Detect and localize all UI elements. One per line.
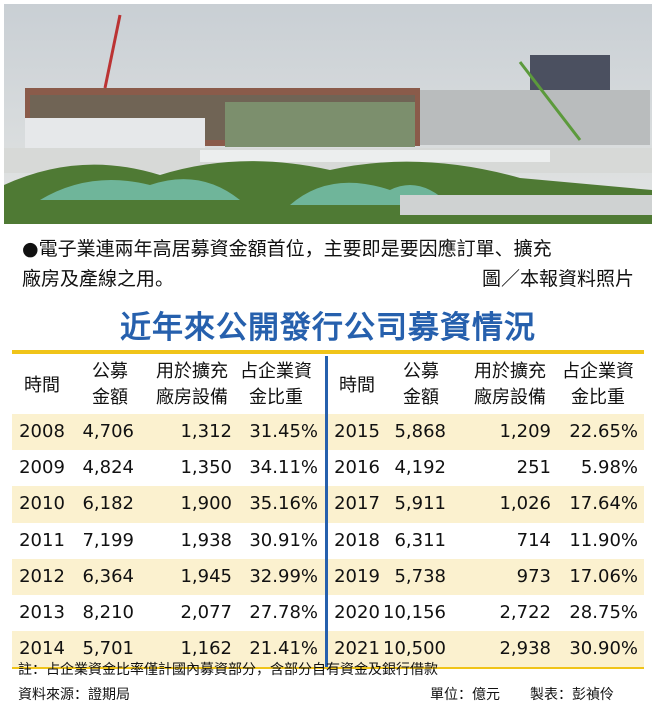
- column-header: 占企業資: [562, 361, 634, 382]
- value-cell: 6,311: [394, 529, 446, 551]
- value-cell: 1,162: [180, 638, 232, 660]
- year-cell: 2019: [334, 565, 380, 587]
- value-cell: 6,364: [82, 565, 134, 587]
- value-cell: 21.41%: [249, 638, 318, 660]
- value-cell: 5,701: [82, 638, 134, 660]
- value-cell: 2,938: [499, 638, 551, 660]
- value-cell: 5,868: [394, 421, 446, 442]
- value-cell: 1,312: [180, 421, 232, 442]
- column-header: 金比重: [249, 387, 303, 408]
- year-cell: 2013: [19, 602, 65, 623]
- year-cell: 2010: [19, 493, 65, 515]
- value-cell: 10,500: [383, 638, 446, 660]
- year-cell: 2012: [19, 565, 65, 587]
- year-cell: 2009: [19, 457, 65, 479]
- year-cell: 2021: [334, 638, 380, 660]
- value-cell: 1,350: [180, 457, 232, 479]
- value-cell: 1,026: [499, 493, 551, 515]
- year-cell: 2018: [334, 529, 380, 551]
- value-cell: 4,706: [82, 421, 134, 442]
- column-header: 金額: [92, 387, 128, 408]
- value-cell: 8,210: [82, 602, 134, 623]
- table-bottom: [12, 667, 644, 670]
- title: 近年來公開發行公司募資情況: [120, 310, 536, 346]
- column-header: 用於擴充: [474, 361, 546, 382]
- caption-line: 廠房及產線之用。: [22, 268, 175, 290]
- half-divider: [325, 356, 328, 668]
- value-cell: 34.11%: [249, 457, 318, 479]
- column-header: 占企業資: [240, 361, 312, 382]
- column-header: 金額: [403, 387, 439, 408]
- column-header: 時間: [24, 375, 60, 396]
- value-cell: 35.16%: [249, 493, 318, 515]
- photo-credit: 圖／本報資料照片: [481, 268, 634, 290]
- column-header: 金比重: [571, 387, 625, 408]
- value-cell: 4,192: [394, 457, 446, 479]
- value-cell: 27.78%: [249, 602, 318, 623]
- year-cell: 2017: [334, 493, 380, 515]
- year-cell: 2011: [19, 529, 65, 551]
- value-cell: 1,938: [180, 529, 232, 551]
- value-cell: 251: [516, 457, 551, 479]
- maker: 製表：彭禎伶: [530, 687, 614, 703]
- column-header: 廠房設備: [156, 387, 228, 408]
- row-band: [12, 558, 644, 595]
- row-band: [12, 631, 644, 668]
- year-cell: 2016: [334, 457, 380, 479]
- value-cell: 10,156: [383, 602, 446, 623]
- row-band: [12, 486, 644, 523]
- column-header: 用於擴充: [156, 361, 228, 382]
- value-cell: 11.90%: [569, 529, 638, 551]
- caption-line: ●電子業連兩年高居募資金額首位，主要即是要因應訂單、擴充: [22, 238, 552, 260]
- row-band: [12, 414, 644, 451]
- source: 資料來源：證期局: [18, 687, 130, 703]
- year-cell: 2015: [334, 421, 380, 442]
- year-cell: 2020: [334, 602, 380, 623]
- value-cell: 1,900: [180, 493, 232, 515]
- value-cell: 30.90%: [569, 638, 638, 660]
- column-header: 公募: [92, 361, 128, 382]
- value-cell: 5,738: [394, 565, 446, 587]
- value-cell: 22.65%: [569, 421, 638, 442]
- value-cell: 28.75%: [569, 602, 638, 623]
- value-cell: 17.06%: [569, 565, 638, 587]
- value-cell: 5,911: [394, 493, 446, 515]
- column-header: 廠房設備: [474, 387, 546, 408]
- value-cell: 6,182: [82, 493, 134, 515]
- value-cell: 17.64%: [569, 493, 638, 515]
- unit: 單位：億元: [430, 687, 500, 703]
- photo: [4, 4, 652, 224]
- value-cell: 30.91%: [249, 529, 318, 551]
- value-cell: 2,722: [499, 602, 551, 623]
- value-cell: 5.98%: [580, 457, 638, 479]
- title-underline: [12, 350, 644, 354]
- value-cell: 714: [516, 529, 551, 551]
- column-header: 公募: [403, 361, 439, 382]
- value-cell: 31.45%: [249, 421, 318, 442]
- value-cell: 4,824: [82, 457, 134, 479]
- year-cell: 2008: [19, 421, 65, 442]
- note: 註：占企業資金比率僅計國內募資部分，含部分自有資金及銀行借款: [18, 662, 438, 678]
- value-cell: 7,199: [82, 529, 134, 551]
- value-cell: 973: [516, 565, 551, 587]
- value-cell: 2,077: [180, 602, 232, 623]
- year-cell: 2014: [19, 638, 65, 660]
- column-header: 時間: [339, 375, 375, 396]
- value-cell: 1,945: [180, 565, 232, 587]
- value-cell: 1,209: [499, 421, 551, 442]
- value-cell: 32.99%: [249, 565, 318, 587]
